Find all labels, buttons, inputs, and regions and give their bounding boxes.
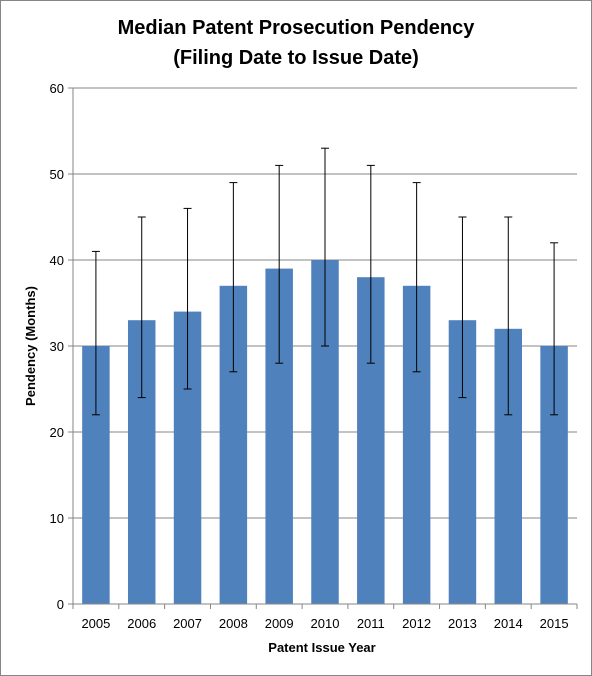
y-tick-label: 60	[50, 81, 64, 96]
y-tick-label: 20	[50, 425, 64, 440]
x-tick-labels: 2005 2006 2007 2008 2009 2010 2011 2012 2013 2014…	[81, 616, 568, 631]
x-axis-label: Patent Issue Year	[268, 640, 375, 655]
y-tick-labels: 0 10 20 30 40 50 60	[50, 81, 64, 612]
x-tick-label: 2006	[127, 616, 156, 631]
x-tick-label: 2012	[402, 616, 431, 631]
x-tick-label: 2013	[448, 616, 477, 631]
y-tick-label: 50	[50, 167, 64, 182]
y-tick-label: 0	[57, 597, 64, 612]
y-tick-label: 30	[50, 339, 64, 354]
y-tick-label: 10	[50, 511, 64, 526]
x-tick-label: 2010	[311, 616, 340, 631]
x-tick-label: 2011	[357, 616, 385, 631]
chart-title-line-2: (Filing Date to Issue Date)	[173, 47, 419, 69]
y-tick-label: 40	[50, 253, 64, 268]
chart-title-line-1: Median Patent Prosecution Pendency	[118, 17, 476, 39]
x-tick-label: 2014	[494, 616, 523, 631]
y-axis-label: Pendency (Months)	[23, 286, 38, 406]
x-tick-label: 2005	[81, 616, 110, 631]
x-tick-label: 2007	[173, 616, 202, 631]
x-tick-label: 2008	[219, 616, 248, 631]
x-tick-label: 2015	[540, 616, 569, 631]
x-tick-label: 2009	[265, 616, 294, 631]
